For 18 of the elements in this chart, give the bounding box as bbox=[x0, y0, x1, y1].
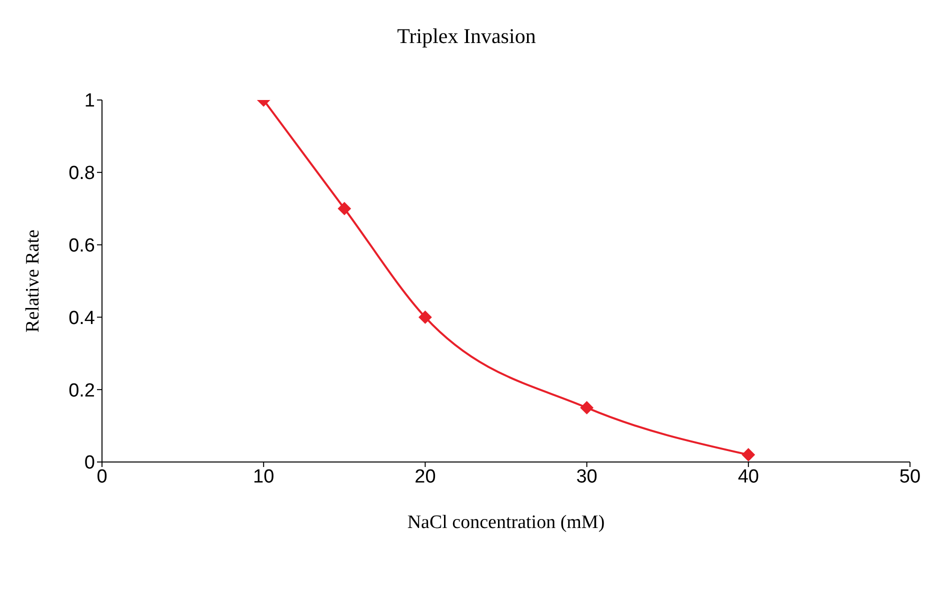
y-tick-label: 0 bbox=[84, 452, 95, 474]
y-tick-label: 0.2 bbox=[68, 380, 95, 402]
y-tick-label: 1 bbox=[84, 90, 95, 112]
point bbox=[338, 202, 351, 216]
x-tick-label: 40 bbox=[738, 466, 759, 488]
x-tick-label: 20 bbox=[414, 466, 436, 488]
x-tick-label: 10 bbox=[253, 466, 274, 488]
y-tick-label: 0.6 bbox=[68, 236, 95, 257]
chart-title: Triplex Invasion bbox=[396, 24, 537, 49]
point bbox=[742, 448, 755, 462]
y-axis-title: Relative Rate bbox=[22, 230, 44, 332]
y-tick-label: 0.4 bbox=[68, 308, 96, 329]
point bbox=[580, 401, 594, 414]
y-tick-label: 0.8 bbox=[68, 163, 95, 184]
x-axis-title: NaCl concentration (mM) bbox=[407, 512, 605, 533]
x-tick-label: 50 bbox=[899, 466, 921, 488]
point bbox=[418, 310, 432, 324]
x-tick-label: 30 bbox=[576, 466, 598, 488]
